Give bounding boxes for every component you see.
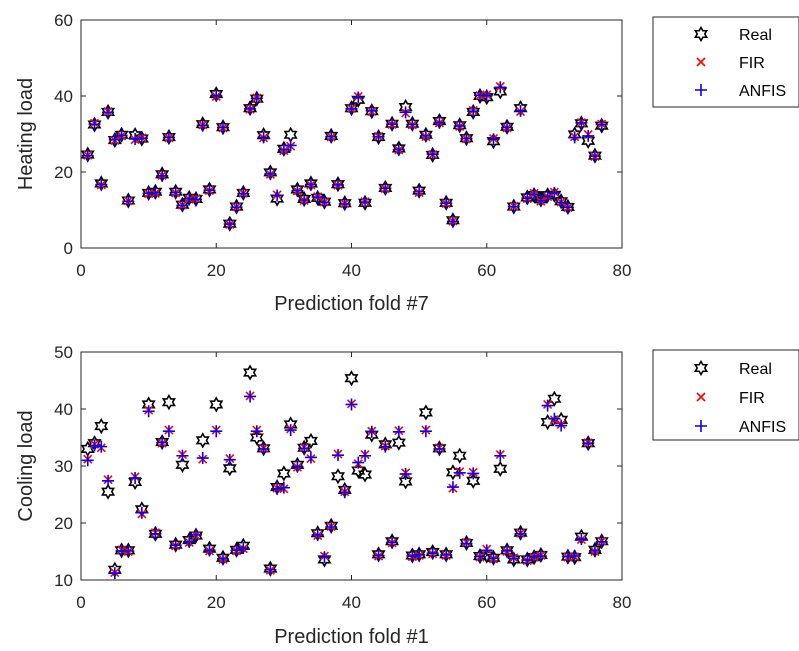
y-tick-label: 40 xyxy=(54,400,73,419)
y-tick-label: 30 xyxy=(54,457,73,476)
y-tick-label: 60 xyxy=(54,11,73,30)
y-tick-label: 10 xyxy=(54,571,73,590)
legend-label-fir: FIR xyxy=(739,55,765,72)
legend-label-real: Real xyxy=(739,27,772,44)
x-axis-label-2: Prediction fold #1 xyxy=(274,626,429,648)
subplot-heating: 0 20 40 60 0 20 40 60 80 Prediction fold… xyxy=(15,11,799,315)
x-ticks-2: 0 20 40 60 80 xyxy=(76,352,631,612)
x-tick-label: 0 xyxy=(76,593,85,612)
x-tick-label: 20 xyxy=(207,261,226,280)
subplot-cooling: 10 20 30 40 50 0 20 40 60 80 Prediction … xyxy=(15,343,799,648)
x-tick-label: 40 xyxy=(342,593,361,612)
y-axis-label-2: Cooling load xyxy=(15,410,37,521)
x-axis-label-1: Prediction fold #7 xyxy=(274,293,429,315)
x-tick-label: 60 xyxy=(477,261,496,280)
y-tick-label: 40 xyxy=(54,87,73,106)
legend-label-real: Real xyxy=(739,361,772,378)
x-tick-label: 60 xyxy=(477,593,496,612)
legend-label-anfis: ANFIS xyxy=(739,83,786,100)
legend-label-anfis: ANFIS xyxy=(739,419,786,436)
y-tick-label: 20 xyxy=(54,163,73,182)
legend-2: Real FIR ANFIS xyxy=(652,349,799,441)
x-tick-label: 80 xyxy=(613,593,632,612)
x-tick-label: 40 xyxy=(342,261,361,280)
legend-box-2 xyxy=(652,349,799,441)
y-tick-label: 0 xyxy=(64,239,73,258)
legend-1: Real FIR ANFIS xyxy=(652,16,799,108)
y-tick-label: 20 xyxy=(54,514,73,533)
y-ticks-2: 10 20 30 40 50 xyxy=(54,343,622,590)
x-ticks-1: 0 20 40 60 80 xyxy=(76,20,631,280)
legend-label-fir: FIR xyxy=(739,390,765,407)
x-tick-label: 80 xyxy=(613,261,632,280)
x-tick-label: 20 xyxy=(207,593,226,612)
y-ticks-1: 0 20 40 60 xyxy=(54,11,622,258)
plot-area-1 xyxy=(80,19,623,249)
y-tick-label: 50 xyxy=(54,343,73,362)
y-axis-label-1: Heating load xyxy=(15,78,37,190)
x-tick-label: 0 xyxy=(76,261,85,280)
legend-box-1 xyxy=(652,16,799,108)
